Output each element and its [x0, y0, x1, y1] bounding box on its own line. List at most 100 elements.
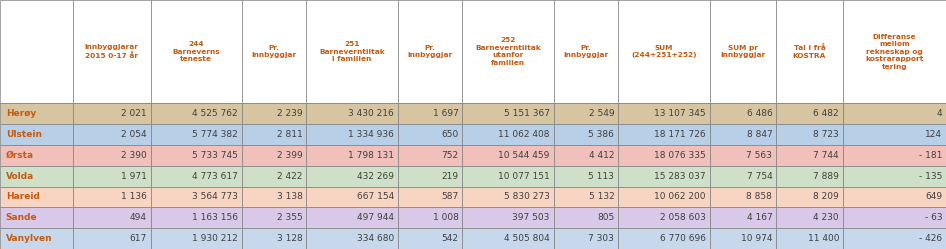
Text: Ulstein: Ulstein [6, 130, 42, 139]
Text: Vanylven: Vanylven [6, 234, 52, 243]
Text: 5 151 367: 5 151 367 [504, 109, 550, 118]
Text: 5 733 745: 5 733 745 [192, 151, 238, 160]
Text: Pr.
innbyggjar: Pr. innbyggjar [252, 45, 297, 59]
Text: 4: 4 [937, 109, 942, 118]
Bar [242, 228, 307, 249]
Bar [618, 0, 710, 103]
Bar [150, 103, 242, 124]
Text: 2 390: 2 390 [121, 151, 147, 160]
Bar [463, 0, 553, 103]
Bar [843, 145, 946, 166]
Bar [242, 0, 307, 103]
Text: 8 858: 8 858 [746, 192, 772, 201]
Text: 5 113: 5 113 [588, 172, 614, 181]
Bar [73, 187, 150, 207]
Bar [553, 124, 618, 145]
Text: 10 544 459: 10 544 459 [499, 151, 550, 160]
Bar [776, 103, 843, 124]
Text: SUM pr
innbyggjar: SUM pr innbyggjar [720, 45, 765, 59]
Bar [397, 0, 463, 103]
Text: 252
Barneverntiltak
utanfor
familien: 252 Barneverntiltak utanfor familien [475, 37, 541, 66]
Text: 4 230: 4 230 [814, 213, 839, 222]
Bar [553, 207, 618, 228]
Text: 18 076 335: 18 076 335 [654, 151, 706, 160]
Bar [397, 228, 463, 249]
Text: 244
Barneverns
teneste: 244 Barneverns teneste [172, 41, 220, 62]
Bar [0, 228, 73, 249]
Bar [843, 0, 946, 103]
Bar [242, 124, 307, 145]
Bar [463, 145, 553, 166]
Text: 1 798 131: 1 798 131 [348, 151, 394, 160]
Text: 4 505 804: 4 505 804 [504, 234, 550, 243]
Text: 587: 587 [441, 192, 459, 201]
Bar [710, 207, 776, 228]
Bar [843, 207, 946, 228]
Text: 494: 494 [130, 213, 147, 222]
Bar [150, 207, 242, 228]
Bar [710, 166, 776, 187]
Bar [553, 187, 618, 207]
Bar [242, 187, 307, 207]
Text: 13 107 345: 13 107 345 [654, 109, 706, 118]
Bar [776, 0, 843, 103]
Bar [73, 0, 150, 103]
Text: 5 774 382: 5 774 382 [192, 130, 238, 139]
Bar [0, 124, 73, 145]
Bar [73, 166, 150, 187]
Text: 1 008: 1 008 [432, 213, 459, 222]
Bar [150, 145, 242, 166]
Text: 5 830 273: 5 830 273 [504, 192, 550, 201]
Bar [307, 207, 397, 228]
Text: 10 974: 10 974 [741, 234, 772, 243]
Bar [397, 103, 463, 124]
Bar [73, 145, 150, 166]
Text: 124: 124 [925, 130, 942, 139]
Text: - 181: - 181 [919, 151, 942, 160]
Text: 11 062 408: 11 062 408 [499, 130, 550, 139]
Text: - 63: - 63 [924, 213, 942, 222]
Text: - 426: - 426 [920, 234, 942, 243]
Text: 8 723: 8 723 [814, 130, 839, 139]
Text: 7 303: 7 303 [588, 234, 614, 243]
Text: 4 773 617: 4 773 617 [192, 172, 238, 181]
Text: 3 564 773: 3 564 773 [192, 192, 238, 201]
Bar [710, 145, 776, 166]
Bar [710, 103, 776, 124]
Text: 219: 219 [442, 172, 459, 181]
Text: 1 930 212: 1 930 212 [192, 234, 238, 243]
Bar [0, 207, 73, 228]
Text: 542: 542 [442, 234, 459, 243]
Text: 7 889: 7 889 [814, 172, 839, 181]
Bar [0, 145, 73, 166]
Bar [776, 228, 843, 249]
Bar [553, 0, 618, 103]
Bar [242, 145, 307, 166]
Bar [397, 145, 463, 166]
Bar [618, 207, 710, 228]
Bar [397, 207, 463, 228]
Bar [307, 103, 397, 124]
Text: 11 400: 11 400 [808, 234, 839, 243]
Text: 7 754: 7 754 [746, 172, 772, 181]
Bar [463, 166, 553, 187]
Text: 15 283 037: 15 283 037 [654, 172, 706, 181]
Bar [307, 228, 397, 249]
Bar [242, 166, 307, 187]
Text: Hareid: Hareid [6, 192, 40, 201]
Bar [397, 124, 463, 145]
Text: 2 422: 2 422 [277, 172, 303, 181]
Text: 4 412: 4 412 [588, 151, 614, 160]
Bar [307, 145, 397, 166]
Bar [843, 166, 946, 187]
Bar [397, 187, 463, 207]
Bar [307, 187, 397, 207]
Text: Innbyggjarar
2015 0-17 år: Innbyggjarar 2015 0-17 år [85, 44, 139, 59]
Text: 5 386: 5 386 [588, 130, 614, 139]
Bar [843, 187, 946, 207]
Text: SUM
(244+251+252): SUM (244+251+252) [631, 45, 696, 59]
Text: 497 944: 497 944 [357, 213, 394, 222]
Text: 5 132: 5 132 [588, 192, 614, 201]
Bar [307, 0, 397, 103]
Bar [710, 228, 776, 249]
